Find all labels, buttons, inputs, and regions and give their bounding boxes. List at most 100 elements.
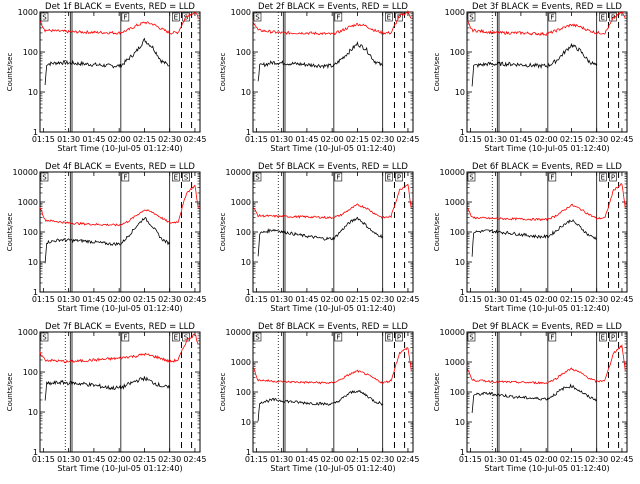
annotation-label: F: [123, 174, 127, 182]
x-tick-label: 01:15: [459, 135, 482, 144]
y-tick-label: 100: [236, 48, 251, 57]
x-tick-label: 01:15: [245, 295, 268, 304]
series-line-lld: [466, 343, 626, 385]
y-tick-label: 1000: [18, 8, 38, 17]
panel-title: Det 3f BLACK = Events, RED = LLD: [472, 2, 622, 12]
annotation-box: [385, 332, 393, 342]
annotation-label: E: [387, 334, 391, 342]
annotation-box: [334, 172, 343, 182]
y-tick-label: 10000: [440, 328, 465, 337]
x-tick-label: 02:00: [535, 135, 558, 144]
x-axis-label: Start Time (10-Jul-05 01:12:40): [57, 304, 182, 313]
y-tick-label: 10000: [13, 168, 38, 177]
y-tick-label: 1: [460, 448, 465, 457]
annotation-label: S: [255, 14, 260, 22]
x-tick-label: 01:45: [509, 295, 532, 304]
annotation-box: [395, 12, 403, 22]
annotation-box: [182, 332, 190, 342]
panel-title: Det 9f BLACK = Events, RED = LLD: [472, 322, 622, 332]
y-tick-label: 1: [460, 288, 465, 297]
y-tick-label: 10: [28, 88, 38, 97]
annotation-label: E: [174, 14, 178, 22]
panel-3: Det 3f BLACK = Events, RED = LLD 1 10 100 10…: [433, 2, 633, 153]
x-tick-label: 01:45: [82, 455, 105, 464]
y-tick-label: 100: [450, 228, 465, 237]
y-tick-label: 10: [241, 88, 251, 97]
annotation-box: [121, 332, 130, 342]
x-tick-label: 01:45: [509, 135, 532, 144]
annotation-label: S: [469, 334, 474, 342]
x-tick-label: 02:45: [610, 135, 633, 144]
annotation-box: [253, 172, 262, 182]
plot-frame: [252, 171, 414, 293]
x-tick-label: 02:30: [158, 295, 181, 304]
x-tick-label: 02:45: [183, 295, 206, 304]
x-tick-label: 02:45: [396, 455, 419, 464]
plot-frame: [39, 11, 201, 133]
x-tick-label: 02:15: [346, 455, 369, 464]
annotation-label: F: [123, 14, 127, 22]
x-tick-label: 01:30: [270, 135, 293, 144]
annotation-box: [253, 332, 262, 342]
y-tick-label: 1000: [445, 8, 465, 17]
annotation-label: S: [42, 14, 47, 22]
panel-6: Det 6f BLACK = Events, RED = LLD 1 10 100 10…: [433, 162, 633, 313]
annotation-label: S: [184, 174, 189, 182]
y-tick-label: 1000: [18, 328, 38, 337]
annotation-box: [599, 172, 607, 182]
x-tick-label: 02:30: [585, 455, 608, 464]
y-axis-label: Counts/sec: [219, 373, 227, 412]
annotation-box: [548, 172, 557, 182]
x-axis-label: Start Time (10-Jul-05 01:12:40): [270, 464, 395, 473]
x-tick-label: 02:30: [371, 135, 394, 144]
annotation-label: P: [397, 334, 401, 342]
x-tick-label: 02:45: [183, 455, 206, 464]
plot-frame: [39, 331, 201, 453]
annotation-label: E: [601, 334, 605, 342]
annotation-box: [182, 172, 190, 182]
annotation-box: [172, 172, 180, 182]
x-axis-label: Start Time (10-Jul-05 01:12:40): [270, 304, 395, 313]
series-line-events: [257, 41, 384, 82]
annotation-box: [467, 12, 476, 22]
panel-8: Det 8f BLACK = Events, RED = LLD 1 10 100 10…: [219, 322, 419, 473]
annotation-box: [121, 12, 130, 22]
y-tick-label: 10000: [440, 168, 465, 177]
x-tick-label: 01:30: [57, 295, 80, 304]
x-tick-label: 02:00: [108, 295, 131, 304]
y-tick-label: 1000: [231, 198, 251, 207]
series-line-events: [471, 383, 597, 413]
x-tick-label: 02:45: [396, 135, 419, 144]
x-tick-label: 02:15: [346, 295, 369, 304]
y-tick-label: 1000: [231, 358, 251, 367]
y-tick-label: 10: [241, 258, 251, 267]
panel-4: Det 4f BLACK = Events, RED = LLD 1 10 100 10…: [6, 162, 206, 313]
panel-5: Det 5f BLACK = Events, RED = LLD 1 10 100 10…: [219, 162, 419, 313]
plot-frame: [252, 11, 414, 133]
annotation-label: S: [255, 174, 260, 182]
x-tick-label: 02:30: [158, 455, 181, 464]
annotation-box: [334, 332, 343, 342]
x-tick-label: 01:45: [82, 295, 105, 304]
plot-frame: [252, 331, 414, 453]
y-tick-label: 10000: [226, 328, 251, 337]
annotation-label: F: [550, 14, 554, 22]
x-tick-label: 02:15: [133, 455, 156, 464]
annotation-box: [599, 12, 607, 22]
x-tick-label: 02:15: [560, 295, 583, 304]
x-tick-label: 01:15: [32, 135, 55, 144]
annotation-box: [172, 12, 180, 22]
y-tick-label: 10: [455, 418, 465, 427]
panel-1: Det 1f BLACK = Events, RED = LLD 1 10 100 10…: [6, 2, 206, 153]
x-tick-label: 02:45: [183, 135, 206, 144]
series-line-lld: [252, 183, 412, 220]
annotation-box: [40, 332, 49, 342]
x-tick-label: 02:15: [346, 135, 369, 144]
x-tick-label: 01:45: [509, 455, 532, 464]
x-tick-label: 01:15: [245, 135, 268, 144]
x-tick-label: 01:30: [270, 455, 293, 464]
y-tick-label: 100: [450, 388, 465, 397]
y-tick-label: 10: [28, 258, 38, 267]
annotation-label: P: [397, 174, 401, 182]
y-tick-label: 1: [33, 448, 38, 457]
